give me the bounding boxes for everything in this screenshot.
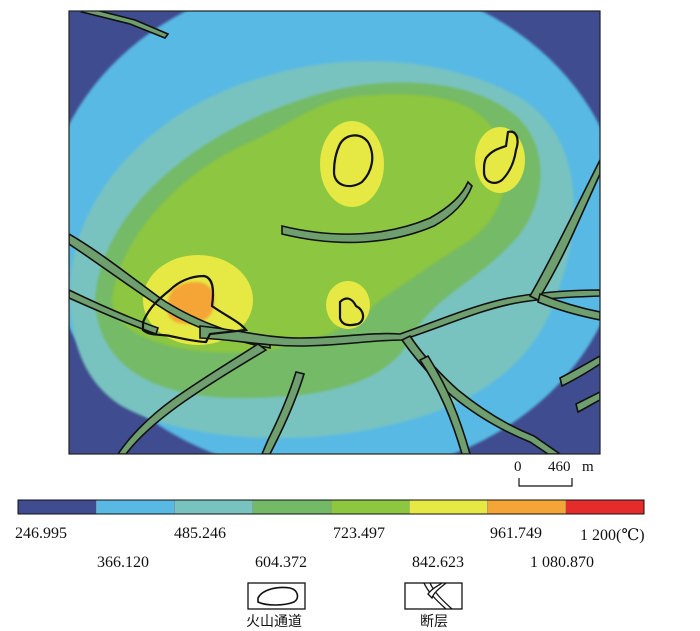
colorbar-label-842-623: 842.623 [412,554,464,571]
legend-fault-icon [404,582,463,610]
colorbar-swatch-1 [17,499,97,515]
colorbar-swatch-7 [487,499,566,515]
fault-network [69,11,600,454]
colorbar-label-1080-870: 1 080.870 [530,554,594,571]
fault-east-stub-2 [575,391,600,414]
colorbar-swatch-2 [96,499,175,515]
fault-southwest-2 [261,371,306,454]
colorbar-label-723-497: 723.497 [333,525,385,542]
colorbar-label-485-246: 485.246 [174,525,226,542]
fault-northeast [528,159,600,302]
legend-fault-label: 断层 [420,614,448,630]
volcanic-conduit-northeast [482,130,519,184]
fault-southwest-1 [117,343,268,454]
colorbar-label-604-372: 604.372 [255,554,307,571]
volcanic-conduit-center [338,297,365,327]
colorbar-swatch-8 [565,499,645,515]
scale-unit: m [582,459,594,475]
colorbar-frame [17,499,645,515]
legend-conduit-icon [247,582,306,610]
colorbar-label-366-120: 366.120 [97,554,149,571]
fault-north [80,11,170,39]
volcanic-conduits [141,130,519,344]
colorbar-label-246-995: 246.995 [15,525,67,542]
colorbar-swatch-4 [252,499,332,515]
scale-length: 460 [548,459,571,475]
legend-conduit-label: 火山通道 [246,614,302,630]
scale-zero: 0 [514,459,522,475]
colorbar-swatch-6 [409,499,488,515]
colorbar-swatch-5 [330,499,410,515]
colorbar-label-961-749: 961.749 [490,525,542,542]
fault-southeast-branch [418,354,471,454]
fault-curved-center [281,180,473,244]
temperature-field [69,11,600,454]
fault-main-ew [199,289,600,347]
colorbar-label-1200: 1 200(℃) [580,527,645,544]
temperature-colorbar [17,499,645,515]
fault-west-upper [69,233,271,349]
fault-east-stub-1 [559,355,600,388]
volcanic-conduit-southwest [141,274,249,344]
volcanic-conduit-north [332,134,374,188]
map-frame [68,10,601,455]
scale-bar [518,478,573,487]
colorbar-swatch-3 [174,499,253,515]
